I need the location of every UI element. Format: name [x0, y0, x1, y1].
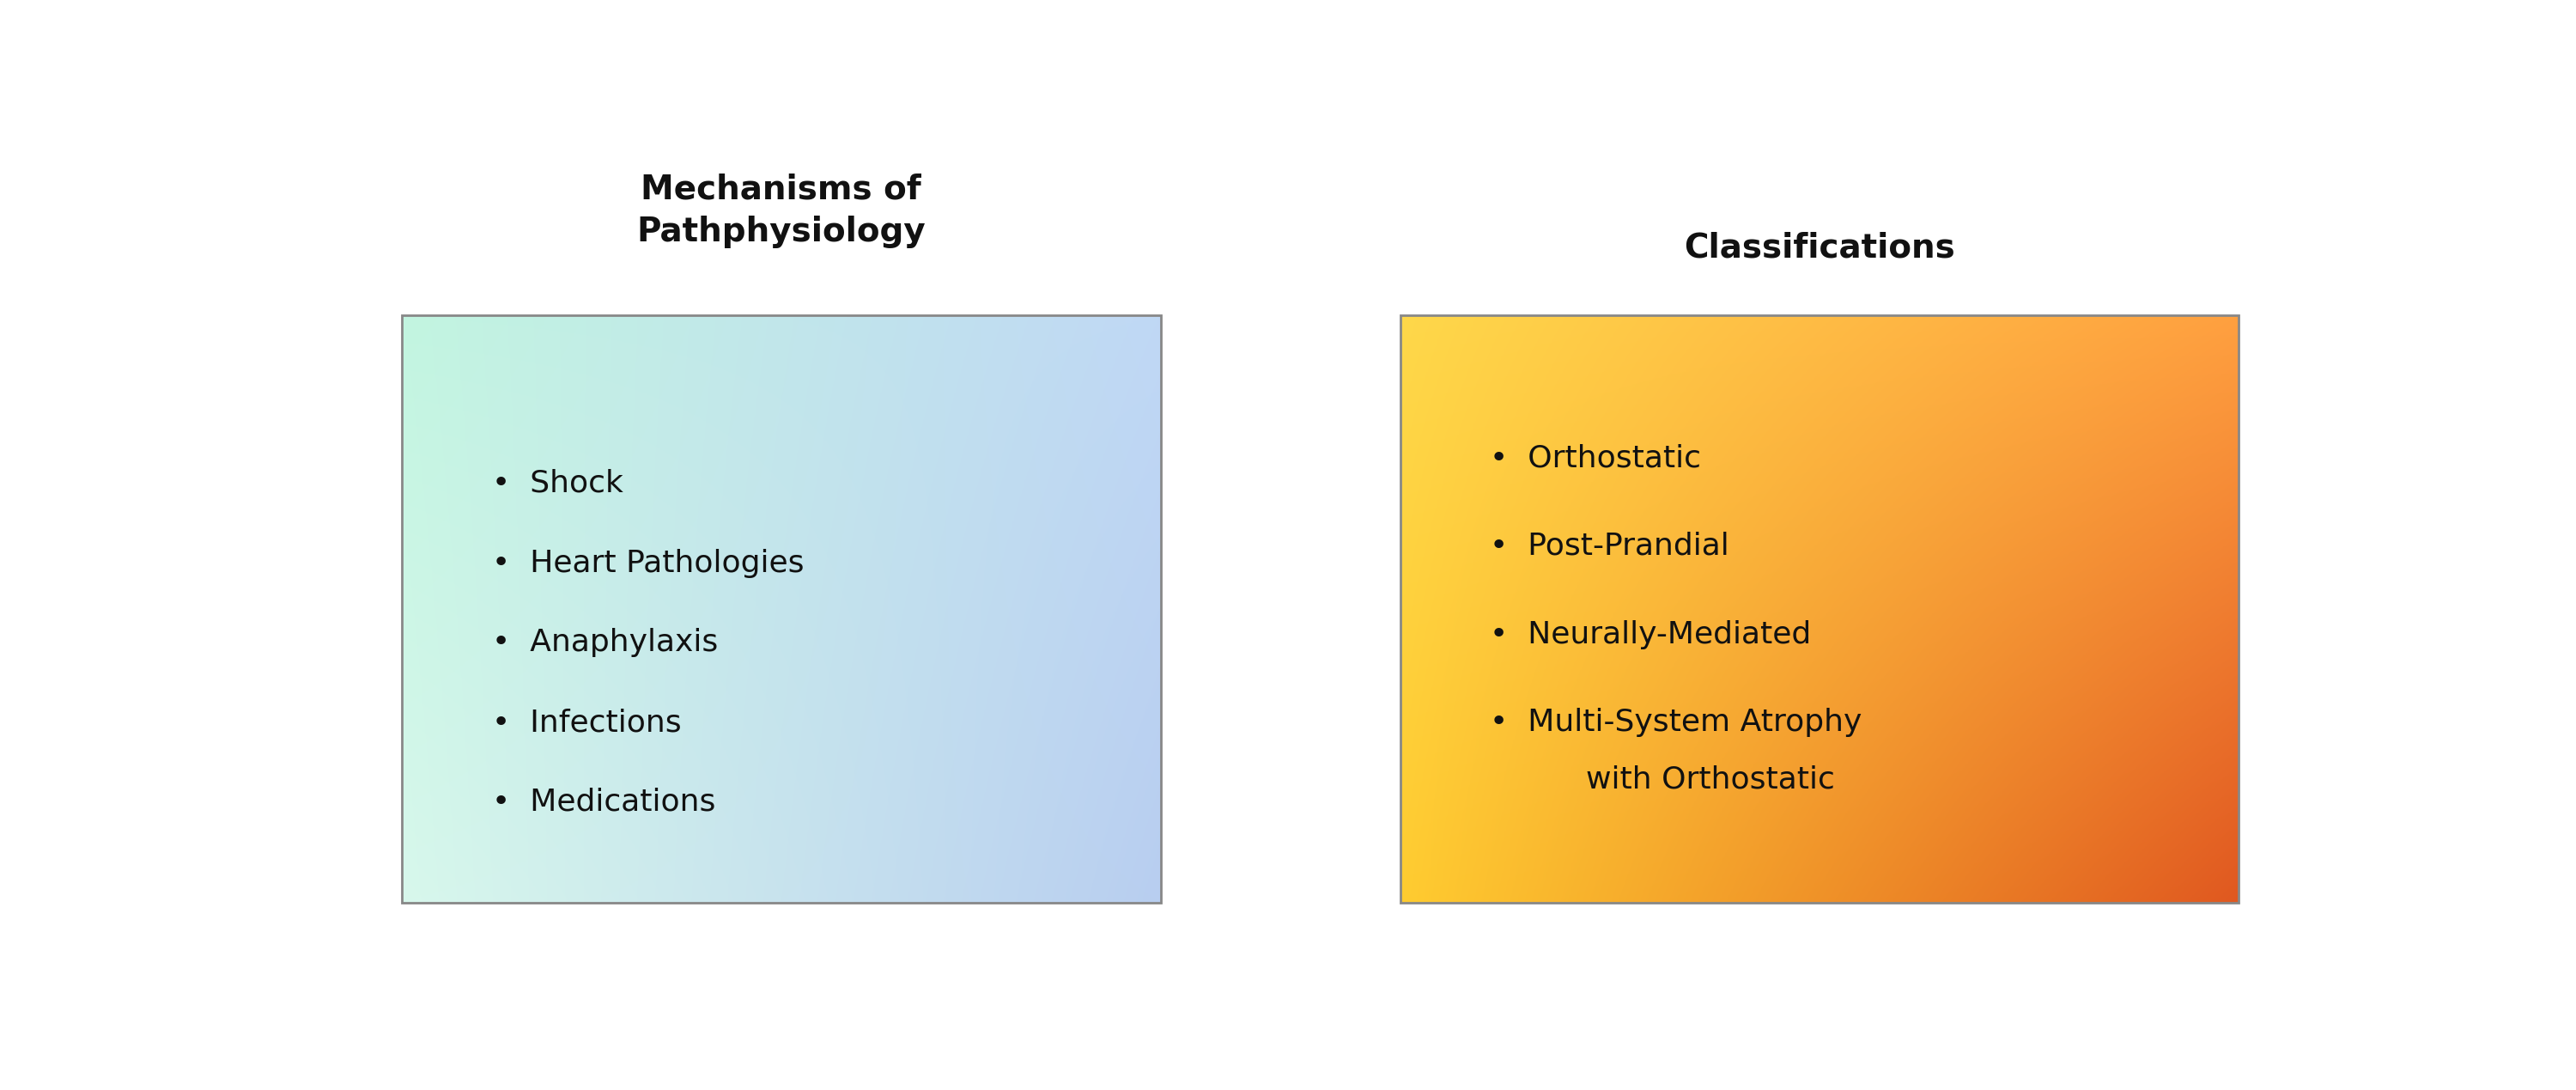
Text: •  Orthostatic: • Orthostatic: [1489, 444, 1700, 473]
Text: Classifications: Classifications: [1685, 231, 1955, 264]
Text: •  Post-Prandial: • Post-Prandial: [1489, 532, 1728, 561]
Text: •  Multi-System Atrophy: • Multi-System Atrophy: [1489, 707, 1862, 737]
Text: •  Infections: • Infections: [492, 707, 680, 737]
Text: •  Anaphylaxis: • Anaphylaxis: [492, 628, 719, 657]
Bar: [402, 315, 1159, 903]
Text: Mechanisms of
Pathphysiology: Mechanisms of Pathphysiology: [636, 172, 925, 249]
Text: •  Medications: • Medications: [492, 788, 716, 816]
Text: •  Heart Pathologies: • Heart Pathologies: [492, 548, 804, 578]
Bar: [1401, 315, 2239, 903]
Text: •  Shock: • Shock: [492, 469, 623, 498]
Text: •  Neurally-Mediated: • Neurally-Mediated: [1489, 620, 1811, 649]
Text: with Orthostatic: with Orthostatic: [1587, 765, 1834, 795]
